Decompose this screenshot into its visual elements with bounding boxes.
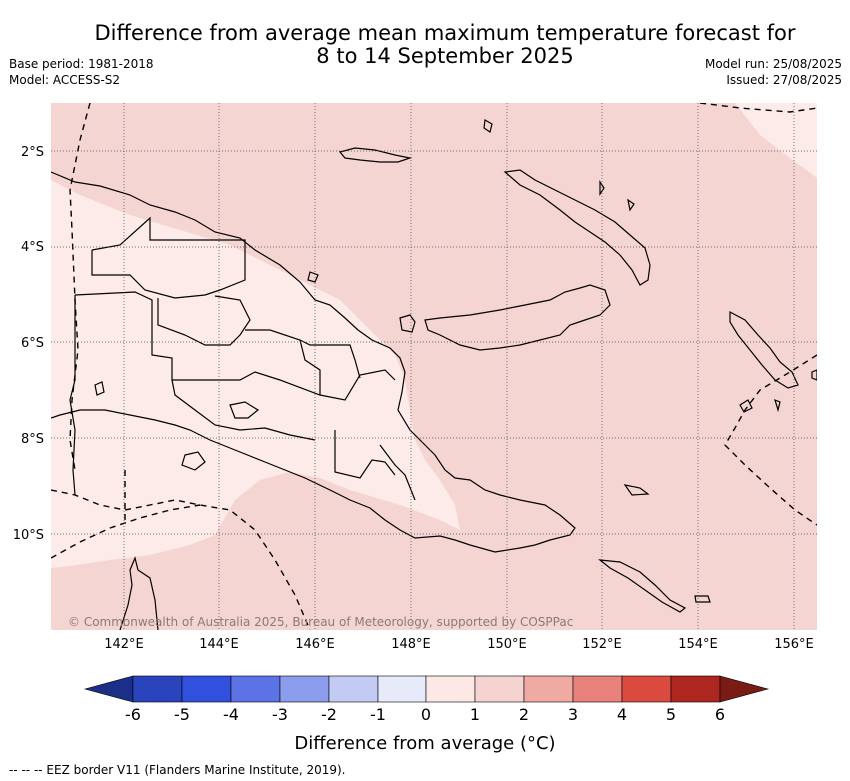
australia-coast xyxy=(119,556,159,630)
colorbar-label: Difference from average (°C) xyxy=(294,733,556,754)
colorbar-max-arrow xyxy=(719,675,770,703)
new-ireland xyxy=(503,169,651,286)
colorbar-bin xyxy=(670,675,721,703)
colorbar-tick: 0 xyxy=(420,705,432,724)
colorbar-tick: 3 xyxy=(567,705,579,724)
lon-label: 148°E xyxy=(391,637,431,652)
colorbar-tick: -6 xyxy=(125,705,141,724)
colorbar-tick: -4 xyxy=(223,705,239,724)
lon-label: 152°E xyxy=(582,637,622,652)
base-period: Base period: 1981-2018 xyxy=(9,57,154,71)
anomaly-0-1-corner xyxy=(735,103,817,178)
colorbar-bin xyxy=(181,675,232,703)
eez-borders xyxy=(51,103,817,630)
lat-label: 8°S xyxy=(21,432,44,447)
colorbar-bin xyxy=(621,675,672,703)
mainland-png xyxy=(51,171,576,553)
milne-bay-islands xyxy=(598,559,687,613)
colorbar-bin xyxy=(523,675,574,703)
lon-label: 156°E xyxy=(774,637,814,652)
lon-label: 146°E xyxy=(295,637,335,652)
colorbar-tick: -5 xyxy=(174,705,190,724)
bougainville xyxy=(729,311,799,389)
anomaly-0-1-region xyxy=(51,180,460,568)
lat-tick-labels: 2°S 4°S 6°S 8°S 10°S xyxy=(13,145,44,543)
colorbar-bin xyxy=(425,675,476,703)
colorbar-tick: -3 xyxy=(272,705,288,724)
issued-date: Issued: 27/08/2025 xyxy=(726,73,842,87)
lon-label: 144°E xyxy=(199,637,239,652)
lon-label: 142°E xyxy=(104,637,144,652)
lat-label: 4°S xyxy=(21,240,44,255)
colorbar-bin xyxy=(328,675,379,703)
colorbar-bin xyxy=(230,675,281,703)
title-line-1: Difference from average mean maximum tem… xyxy=(94,21,796,45)
model-name: Model: ACCESS-S2 xyxy=(9,73,121,87)
new-britain xyxy=(424,284,611,351)
colorbar-min-arrow xyxy=(83,675,134,703)
eez-footnote: -- -- -- EEZ border V11 (Flanders Marine… xyxy=(9,763,346,777)
colorbar-bin xyxy=(572,675,623,703)
colorbar-tick: 2 xyxy=(518,705,530,724)
colorbar-tick: 5 xyxy=(665,705,677,724)
colorbar-tick: 1 xyxy=(469,705,481,724)
colorbar-bin xyxy=(474,675,525,703)
copyright-notice: © Commonwealth of Australia 2025, Bureau… xyxy=(68,615,573,629)
graticule xyxy=(51,103,817,630)
colorbar-bin xyxy=(279,675,330,703)
colorbar-tick: -1 xyxy=(370,705,386,724)
title-line-2: 8 to 14 September 2025 xyxy=(316,44,574,68)
lon-tick-labels: 142°E 144°E 146°E 148°E 150°E 152°E 154°… xyxy=(104,637,814,652)
colorbar-bin xyxy=(377,675,427,703)
colorbar-tick: 4 xyxy=(616,705,628,724)
lat-label: 6°S xyxy=(21,336,44,351)
lon-label: 154°E xyxy=(678,637,718,652)
province-borders xyxy=(69,216,416,501)
lat-label: 2°S xyxy=(21,145,44,160)
model-run: Model run: 25/08/2025 xyxy=(704,57,842,71)
lon-label: 150°E xyxy=(487,637,527,652)
colorbar-tick: -2 xyxy=(321,705,337,724)
colorbar-tick: 6 xyxy=(714,705,726,724)
lat-label: 10°S xyxy=(13,528,44,543)
colorbar-bin xyxy=(132,675,183,703)
manus xyxy=(338,147,413,163)
colorbar xyxy=(83,675,770,703)
